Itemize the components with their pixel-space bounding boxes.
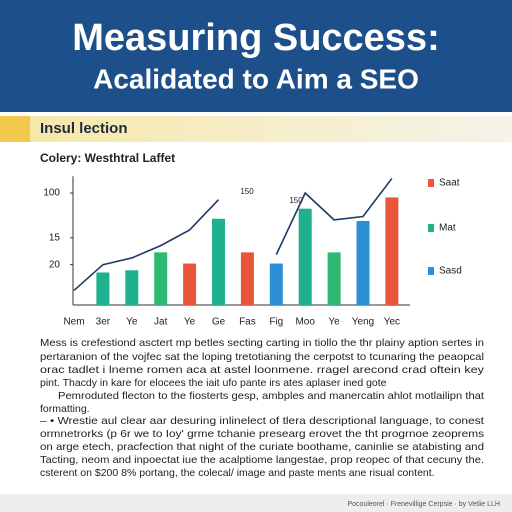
bar: [183, 263, 197, 305]
x-tick-label: Ge: [212, 317, 226, 328]
body-line: ormnetrorks (p 6r we to Ioy' grme tchani…: [40, 428, 484, 440]
x-tick-label: Fig: [269, 317, 283, 328]
annotation: 150: [240, 187, 254, 196]
x-tick-label: Nem: [63, 317, 84, 328]
body-line: orac tadlet i lneme romen aca at astel l…: [40, 364, 485, 376]
x-tick-label: Yec: [384, 317, 400, 328]
bar: [154, 252, 168, 305]
legend-swatch: [428, 267, 434, 275]
section-accent: [0, 116, 30, 142]
bar: [125, 270, 139, 305]
bar: [269, 263, 283, 305]
bar: [96, 272, 110, 305]
legend-swatch: [428, 224, 434, 232]
body-line: on arge etech, pracfection that night of…: [40, 441, 484, 453]
footer-text: Pocouleorel · Frenevillige Cerpsie · by …: [347, 501, 500, 508]
y-tick-label: 100: [43, 188, 60, 199]
x-tick-label: Fas: [239, 317, 256, 328]
x-tick-label: Ye: [126, 317, 138, 328]
legend-label: Saat: [439, 178, 460, 189]
x-tick-label: Moo: [295, 317, 315, 328]
annotation: 150: [289, 196, 303, 205]
body-line: pertaranion of the vojfec sat the loping…: [40, 351, 484, 363]
body-line: – • Wrestie aul clear aar desuring inlin…: [40, 415, 484, 427]
bar: [356, 221, 370, 305]
bar: [327, 252, 341, 305]
legend-label: Mat: [439, 223, 456, 234]
y-tick-label: 20: [49, 259, 61, 270]
x-tick-label: Ye: [184, 317, 196, 328]
bar: [240, 252, 254, 305]
header-title: Measuring Success:: [72, 17, 439, 59]
body-line: csterent on $200 8% portang, the colecal…: [40, 467, 435, 479]
section-heading: Insul lection: [40, 120, 128, 137]
footer-band: [0, 494, 512, 512]
body-line: formatting.: [40, 403, 90, 415]
bar: [298, 208, 312, 305]
legend-label: Sasd: [439, 266, 462, 277]
header-band: [0, 0, 512, 112]
body-line: Mess is crefestiond asctert mp betles se…: [40, 337, 484, 349]
body-line: Tacting, neom and inpoectat iue the acal…: [40, 454, 484, 466]
x-tick-label: Yeng: [352, 317, 374, 328]
bar: [212, 218, 225, 305]
x-tick-label: 3er: [96, 317, 111, 328]
section-band: [0, 116, 512, 142]
body-line: pint. Thacdy in kare for elocees the iai…: [40, 377, 387, 389]
x-tick-label: Ye: [328, 317, 340, 328]
legend-swatch: [428, 179, 434, 187]
body-line: Pemroduted flecton to the fiosterts gesp…: [58, 390, 484, 402]
trend-line: [73, 177, 393, 292]
chart-caption: Colery: Westhtral Laffet: [40, 151, 175, 165]
x-tick-label: Jat: [154, 317, 168, 328]
header-subtitle: Acalidated to Aim a SEO: [93, 63, 419, 94]
y-tick-label: 15: [49, 232, 61, 243]
bar: [385, 197, 399, 305]
